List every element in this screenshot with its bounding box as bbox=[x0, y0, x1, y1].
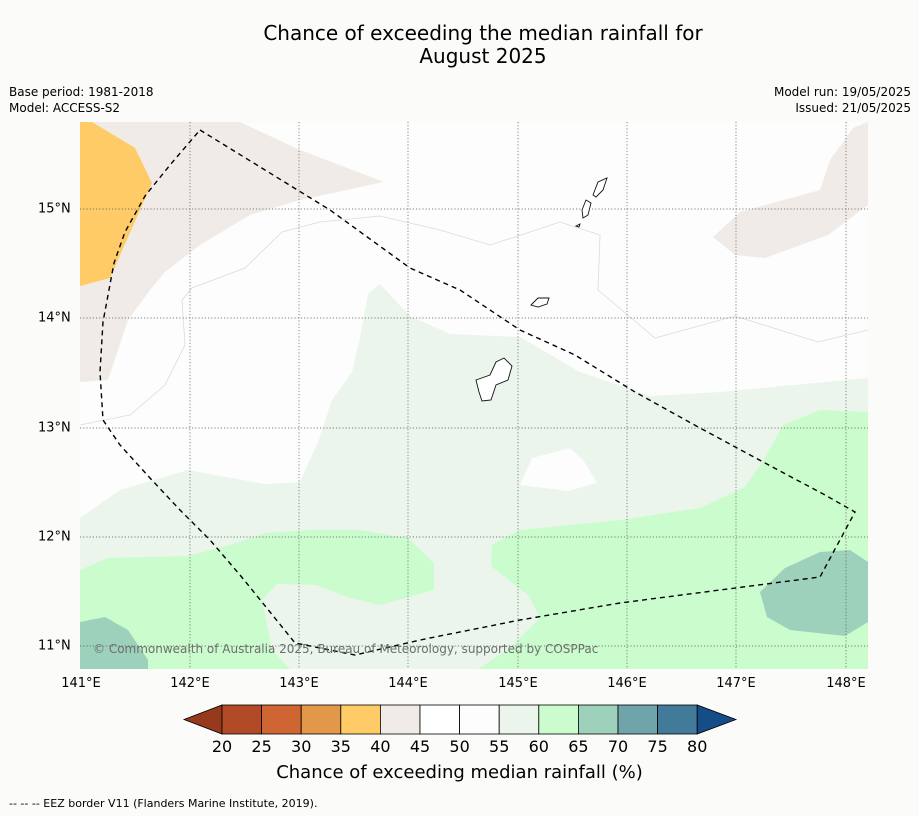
colorbar-swatch-65-70 bbox=[578, 704, 619, 735]
aguijan-island bbox=[574, 223, 581, 228]
colorbar-swatch-30-35 bbox=[300, 704, 342, 735]
colorbar-under-arrow bbox=[182, 704, 223, 735]
colorbar-label-40: 40 bbox=[370, 737, 391, 756]
eez-border bbox=[99, 129, 856, 656]
band-65-70-southeast bbox=[760, 550, 868, 636]
x-tick-141e: 141°E bbox=[61, 676, 101, 691]
colorbar-over-arrow bbox=[696, 704, 738, 735]
model-run-label: Model run: 19/05/2025 bbox=[773, 85, 911, 99]
colorbar-title: Chance of exceeding median rainfall (%) bbox=[276, 762, 643, 783]
graticule bbox=[80, 122, 868, 669]
x-tick-147e: 147°E bbox=[716, 676, 756, 691]
tinian-island bbox=[581, 199, 592, 219]
x-tick-144e: 144°E bbox=[388, 676, 428, 691]
colorbar-label-60: 60 bbox=[528, 737, 549, 756]
meta-left: Base period: 1981-2018 Model: ACCESS-S2 bbox=[9, 84, 154, 116]
colorbar-label-55: 55 bbox=[489, 737, 510, 756]
x-tick-143e: 143°E bbox=[279, 676, 319, 691]
colorbar-swatch-70-75 bbox=[617, 704, 658, 735]
guam-island bbox=[475, 357, 513, 402]
y-tick-14n: 14°N bbox=[38, 310, 71, 326]
colorbar-label-50: 50 bbox=[449, 737, 470, 756]
colorbar-label-65: 65 bbox=[568, 737, 589, 756]
colorbar-label-75: 75 bbox=[647, 737, 668, 756]
colorbar bbox=[182, 704, 738, 735]
rota-island bbox=[530, 297, 550, 308]
y-tick-15n: 15°N bbox=[38, 201, 71, 217]
colorbar-label-70: 70 bbox=[607, 737, 629, 756]
x-tick-146e: 146°E bbox=[607, 676, 647, 691]
colorbar-label-45: 45 bbox=[409, 737, 431, 756]
y-tick-13n: 13°N bbox=[38, 420, 71, 436]
map-title-line2: August 2025 bbox=[419, 44, 547, 68]
colorbar-swatch-35-40 bbox=[340, 704, 381, 735]
contour-50-line bbox=[80, 215, 868, 426]
colorbar-swatch-50-55 bbox=[459, 704, 500, 735]
colorbar-swatch-75-80 bbox=[657, 704, 698, 735]
band-40-45-northwest bbox=[80, 122, 384, 382]
copyright-notice: © Commonwealth of Australia 2025, Bureau… bbox=[93, 642, 599, 656]
colorbar-swatch-40-45 bbox=[379, 704, 421, 735]
colorbar-label-20: 20 bbox=[211, 737, 233, 756]
band-50-55-hole bbox=[520, 448, 597, 491]
band-40-45-northeast bbox=[713, 122, 868, 258]
x-tick-145e: 145°E bbox=[498, 676, 538, 691]
model-label: Model: ACCESS-S2 bbox=[9, 101, 121, 115]
band-35-40-northwest bbox=[80, 122, 152, 286]
rainfall-probability-field bbox=[80, 122, 868, 669]
islands bbox=[475, 177, 608, 402]
colorbar-label-30: 30 bbox=[291, 737, 312, 756]
x-tick-142e: 142°E bbox=[170, 676, 210, 691]
eez-footnote: -- -- -- EEZ border V11 (Flanders Marine… bbox=[9, 797, 318, 810]
x-tick-148e: 148°E bbox=[826, 676, 866, 691]
map-title: Chance of exceeding the median rainfall … bbox=[0, 22, 919, 68]
colorbar-swatch-25-30 bbox=[261, 704, 302, 735]
saipan-island bbox=[592, 177, 608, 198]
colorbar-swatch-45-50 bbox=[419, 704, 460, 735]
colorbar-swatch-55-60 bbox=[498, 704, 540, 735]
meta-right: Model run: 19/05/2025 Issued: 21/05/2025 bbox=[774, 84, 911, 116]
band-65-70-southwest bbox=[80, 617, 148, 669]
band-60-65-southwest bbox=[80, 530, 434, 669]
colorbar-label-25: 25 bbox=[251, 737, 272, 756]
issued-label: Issued: 21/05/2025 bbox=[795, 101, 911, 115]
map-title-line1: Chance of exceeding the median rainfall … bbox=[263, 21, 703, 45]
y-tick-11n: 11°N bbox=[38, 638, 71, 654]
y-tick-12n: 12°N bbox=[38, 529, 71, 545]
colorbar-swatch-20-25 bbox=[221, 704, 262, 735]
base-period-label: Base period: 1981-2018 bbox=[9, 85, 154, 99]
colorbar-label-80: 80 bbox=[687, 737, 708, 756]
colorbar-label-35: 35 bbox=[330, 737, 351, 756]
colorbar-swatch-60-65 bbox=[538, 704, 579, 735]
